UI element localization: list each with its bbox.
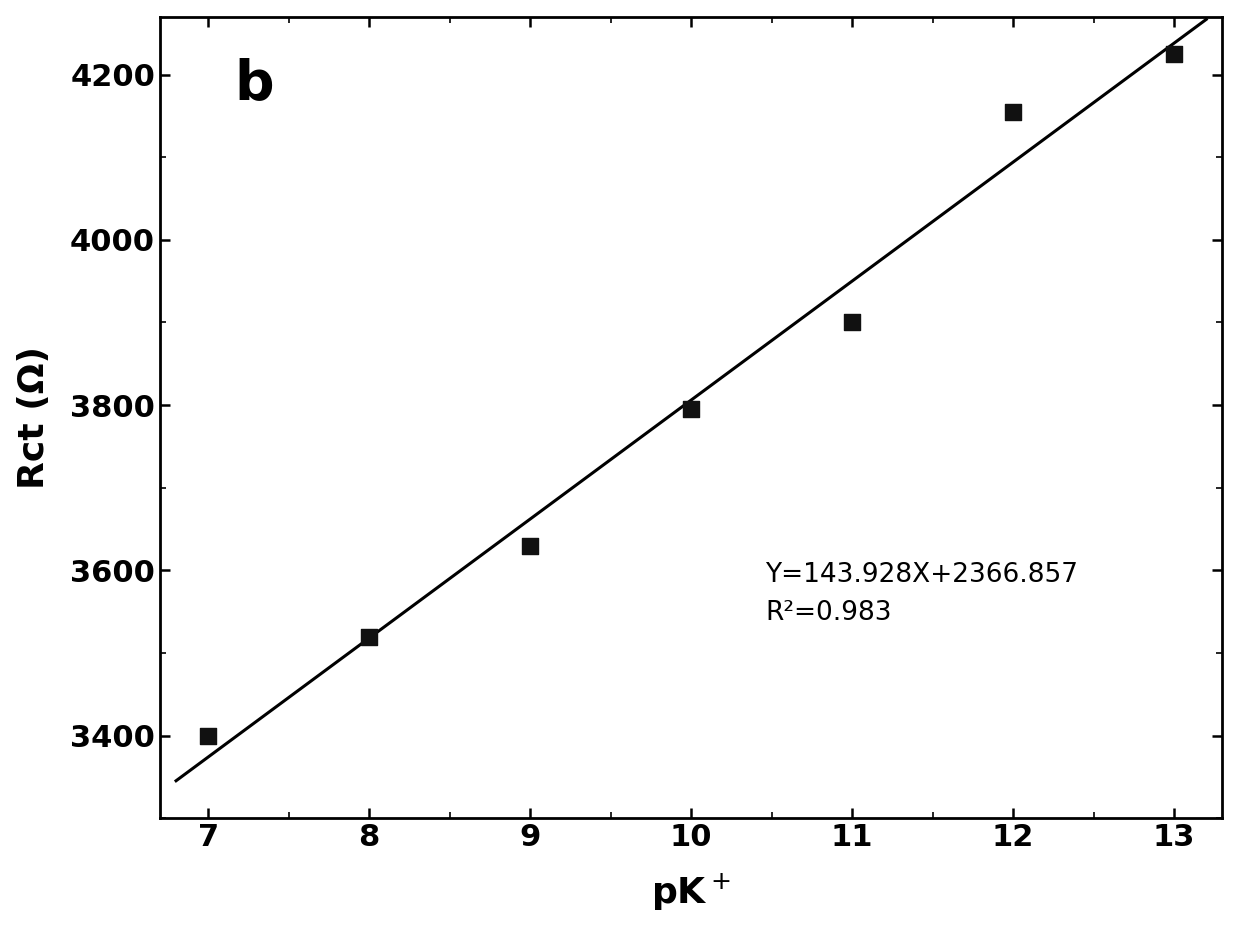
Point <box>198 728 218 743</box>
Point <box>1004 104 1023 119</box>
Point <box>359 630 379 644</box>
Point <box>1165 46 1184 61</box>
Text: Y=143.928X+2366.857
R²=0.983: Y=143.928X+2366.857 R²=0.983 <box>766 562 1078 626</box>
Point <box>520 538 540 553</box>
X-axis label: pK$^+$: pK$^+$ <box>652 871 731 913</box>
Point <box>681 402 701 417</box>
Point <box>843 315 862 330</box>
Text: b: b <box>234 57 274 111</box>
Y-axis label: Rct (Ω): Rct (Ω) <box>16 346 51 489</box>
